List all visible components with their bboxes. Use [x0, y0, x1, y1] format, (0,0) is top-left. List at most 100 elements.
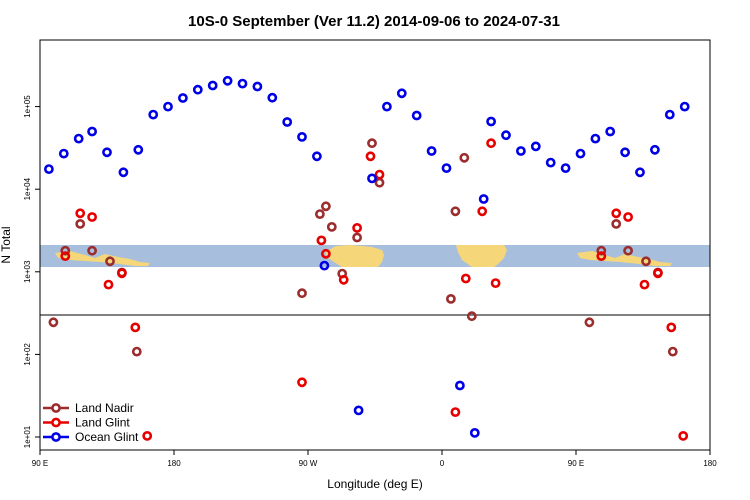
x-tick-label: 180 [703, 459, 717, 468]
land-glint-legend-label: Land Glint [75, 416, 130, 430]
land-nadir-legend-marker [51, 403, 61, 413]
land-glint-legend-marker [51, 417, 61, 428]
land-glint-point [639, 279, 650, 290]
ocean-glint-point [590, 133, 601, 144]
ocean-glint-point [605, 126, 616, 137]
ocean-glint-point [441, 163, 452, 173]
x-tick-label: 90 E [32, 459, 48, 468]
ocean-glint-point [575, 148, 586, 159]
ocean-glint-point [237, 78, 248, 89]
chart-title: 10S-0 September (Ver 11.2) 2014-09-06 to… [188, 13, 560, 30]
ocean-glint-point [454, 380, 465, 391]
ocean-glint-point [58, 148, 69, 159]
land-nadir-point [459, 152, 470, 163]
ocean-glint-point [73, 133, 84, 144]
y-tick-label: 1e+04 [23, 177, 32, 200]
land-glint-point [450, 407, 461, 417]
land-south-america [325, 245, 384, 267]
plot-frame [39, 39, 711, 451]
land-nadir-point [352, 232, 362, 243]
land-glint-point [486, 138, 496, 149]
land-glint-point [320, 248, 331, 259]
ocean-glint-point [163, 101, 173, 112]
x-axis: 90 E 180 90 W 0 90 E 180 [32, 450, 717, 468]
y-axis: 1e+01 1e+02 1e+03 1e+04 1e+05 [23, 95, 40, 448]
land-glint-point [666, 322, 677, 333]
land-nadir-point [466, 311, 477, 322]
ocean-glint-point [486, 116, 496, 127]
land-glint-point [678, 430, 689, 441]
ocean-glint-point [192, 84, 203, 95]
ocean-glint-point [353, 405, 364, 416]
land-glint-point [374, 169, 385, 180]
land-nadir-point [641, 256, 651, 267]
ocean-glint-point [530, 141, 541, 152]
ocean-glint-point [44, 164, 54, 174]
land-nadir-point [445, 293, 456, 304]
land-nadir-point [326, 221, 337, 232]
x-axis-label: Longitude (deg E) [327, 477, 422, 491]
land-glint-point [477, 206, 488, 217]
land-nadir-point [374, 177, 385, 188]
ocean-glint-point [381, 101, 392, 112]
ocean-glint-point [267, 92, 278, 103]
land-nadir-point [320, 201, 331, 212]
ocean-glint-point [207, 80, 218, 91]
land-glint-point [365, 151, 376, 162]
land-glint-point [596, 251, 607, 261]
land-nadir-point [367, 138, 377, 149]
land-glint-point [117, 268, 127, 279]
ocean-glint-point [118, 167, 129, 178]
x-tick-label: 90 W [299, 459, 318, 468]
land-nadir-point [60, 245, 71, 256]
ocean-glint-point [620, 147, 630, 158]
ocean-glint-point [311, 151, 322, 162]
ocean-glint-point [679, 101, 690, 112]
ocean-glint-point [222, 75, 233, 86]
land-glint-point [460, 273, 471, 284]
land-glint-point [142, 430, 153, 441]
land-glint-point [316, 235, 327, 246]
ocean-glint-point [297, 131, 307, 142]
land-nadir-point [314, 209, 325, 219]
ocean-glint-point [148, 109, 159, 120]
ocean-glint-legend-label: Ocean Glint [75, 430, 139, 444]
land-glint-point [490, 278, 501, 288]
land-glint-point [87, 212, 97, 222]
ocean-glint-point [133, 144, 144, 155]
y-axis-label: N Total [0, 226, 13, 263]
land-nadir-point [48, 317, 59, 328]
x-tick-label: 0 [440, 459, 445, 468]
land-nadir-point [667, 346, 678, 357]
ocean-glint-point [545, 157, 556, 168]
land-africa [456, 245, 507, 267]
ocean-glint-point [102, 147, 112, 158]
land-nadir-point [75, 218, 86, 229]
ocean-glint-point [516, 146, 526, 156]
land-nadir-point [596, 245, 607, 256]
ocean-glint-point [396, 88, 407, 99]
ocean-glint-point [635, 167, 645, 178]
y-tick-label: 1e+02 [23, 343, 32, 366]
land-glint-point [130, 322, 141, 333]
land-nadir-point [623, 245, 633, 256]
ocean-glint-point [282, 117, 293, 127]
ocean-glint-point [469, 427, 480, 438]
y-tick-label: 1e+05 [23, 95, 32, 118]
land-indonesia-left [55, 251, 150, 266]
x-tick-label: 90 E [568, 459, 584, 468]
ocean-glint-point [411, 110, 422, 121]
land-nadir-point [611, 218, 622, 229]
y-tick-label: 1e+01 [23, 425, 32, 448]
land-nadir-point [297, 288, 307, 299]
ocean-glint-point [87, 126, 97, 137]
land-glint-point [653, 268, 663, 279]
ocean-glint-point [664, 109, 675, 120]
ocean-glint-point [478, 194, 489, 204]
land-glint-point [352, 222, 362, 233]
land-glint-point [611, 208, 622, 219]
land-nadir-point [584, 317, 595, 328]
land-glint-point [75, 208, 86, 219]
land-nadir-point [105, 256, 115, 267]
